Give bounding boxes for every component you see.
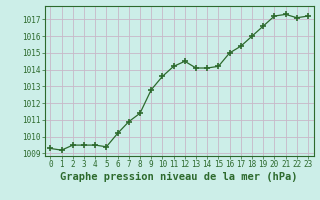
X-axis label: Graphe pression niveau de la mer (hPa): Graphe pression niveau de la mer (hPa) (60, 172, 298, 182)
